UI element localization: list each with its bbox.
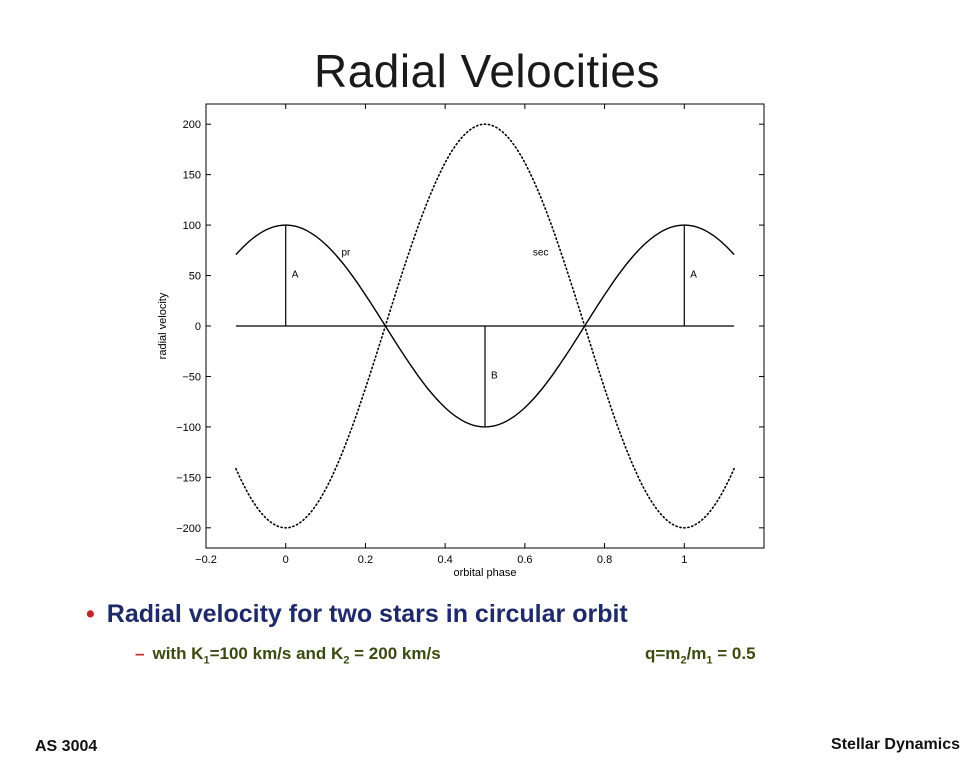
k1-text: =100 km/s and K: [209, 644, 344, 663]
q-sub-2: 1: [706, 654, 713, 667]
y-tick-label: 100: [183, 220, 201, 232]
annotation-a: A: [690, 270, 697, 281]
q-prefix: q=m: [645, 644, 681, 663]
main-bullet-text: Radial velocity for two stars in circula…: [106, 600, 628, 628]
sub-bullet-prefix: with K: [152, 644, 204, 663]
y-tick-label: −100: [176, 422, 201, 434]
x-tick-label: 1: [681, 554, 687, 566]
radial-velocity-chart: 200 150 100 50 0 −50 −100 −150 −200 −0.2 0 0.2 0.4 0.…: [157, 103, 765, 579]
mass-ratio-text: q=m2/m1 = 0.5: [645, 644, 756, 666]
k2-text: = 200 km/s: [349, 644, 441, 663]
k2-subscript: 2: [343, 654, 350, 667]
bullet-dot-icon: •: [86, 600, 95, 628]
annotation-a: A: [292, 270, 299, 281]
main-bullet: • Radial velocity for two stars in circul…: [86, 600, 628, 629]
x-tick-label: 0.8: [597, 554, 612, 566]
k1-subscript: 1: [203, 654, 210, 667]
annotation-sec: sec: [533, 247, 549, 258]
footer-course: AS 3004: [35, 738, 98, 755]
x-tick-label: 0: [283, 554, 289, 566]
x-tick-label: 0.6: [517, 554, 532, 566]
slide-title: Radial Velocities: [313, 45, 661, 97]
sub-bullet-dash-icon: –: [135, 644, 145, 663]
x-tick-label: 0.2: [358, 554, 373, 566]
footer-topic: Stellar Dynamics: [831, 736, 960, 753]
y-axis-label: radial velocity: [157, 292, 169, 359]
y-tick-label: 200: [183, 119, 201, 131]
sub-bullet: – with K1=100 km/s and K2 = 200 km/s q=m2/…: [135, 644, 756, 667]
y-tick-label: −50: [182, 371, 201, 383]
series-sec: [235, 123, 735, 529]
q-sub-1: 2: [680, 654, 687, 667]
q-mid: /m: [686, 644, 707, 663]
y-tick-label: −200: [176, 523, 201, 535]
y-tick-label: 50: [189, 271, 201, 283]
x-axis-label: orbital phase: [454, 567, 517, 579]
annotation-b: B: [491, 370, 498, 381]
x-tick-label: −0.2: [195, 554, 217, 566]
annotation-pr: pr: [342, 247, 352, 258]
x-tick-label: 0.4: [437, 554, 452, 566]
series-pr: [235, 224, 735, 428]
y-tick-label: −150: [176, 472, 201, 484]
q-rest: = 0.5: [712, 644, 756, 663]
y-tick-label: 150: [183, 170, 201, 182]
y-tick-label: 0: [195, 321, 201, 333]
